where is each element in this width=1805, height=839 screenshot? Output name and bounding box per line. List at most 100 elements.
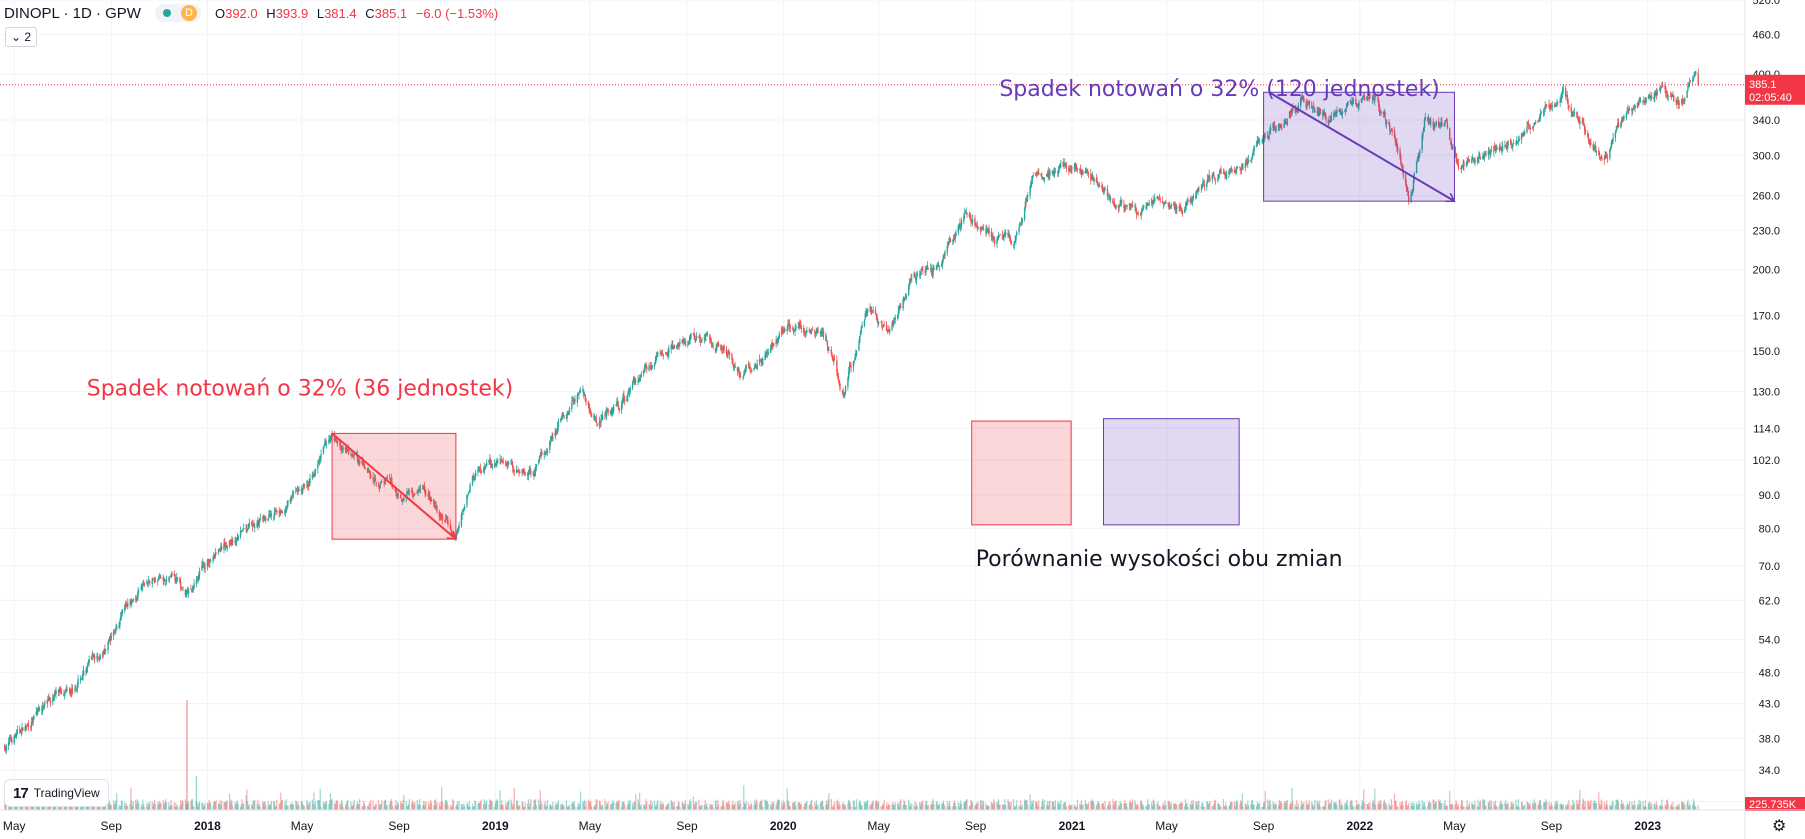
symbol-title[interactable]: DINOPL · 1D · GPW <box>4 4 141 22</box>
volume-bar <box>1324 801 1326 810</box>
volume-bar <box>1257 803 1259 810</box>
candle-body <box>1057 168 1060 174</box>
candle-body <box>932 268 934 276</box>
candle-body <box>176 577 179 580</box>
volume-bar <box>496 799 498 810</box>
candle-body <box>1557 102 1559 104</box>
volume-bar <box>1518 806 1520 810</box>
volume-bar <box>1539 799 1542 810</box>
candle-body <box>1396 142 1398 148</box>
candle-body <box>292 492 295 494</box>
volume-bar <box>766 801 769 810</box>
candle-body <box>848 365 851 372</box>
candle-body <box>1538 117 1541 122</box>
candle-body <box>436 506 438 512</box>
volume-bar <box>869 804 871 810</box>
volume-bar <box>1261 806 1263 810</box>
volume-bar <box>1584 801 1587 810</box>
candle-body <box>81 678 83 680</box>
volume-bar <box>814 802 816 810</box>
candle-body <box>565 418 568 419</box>
volume-bar <box>1174 802 1176 810</box>
volume-bar <box>700 805 702 810</box>
candle-body <box>958 224 960 227</box>
volume-bar <box>1474 800 1476 810</box>
volume-bar <box>946 800 948 810</box>
candle-body <box>1367 97 1370 99</box>
candle-body <box>1281 127 1283 129</box>
volume-bar <box>466 802 468 810</box>
candle-body <box>212 558 214 560</box>
candle-body <box>1229 168 1232 172</box>
volume-bar <box>1113 802 1116 810</box>
volume-bar <box>406 806 408 810</box>
volume-bar <box>1043 799 1045 810</box>
candle-body <box>717 343 720 347</box>
volume-bar <box>268 805 270 810</box>
volume-bar <box>1582 798 1584 810</box>
volume-bar <box>1145 805 1147 810</box>
candle-body <box>127 603 129 607</box>
candle-body <box>1401 164 1404 169</box>
candle-body <box>737 369 739 373</box>
volume-bar <box>943 803 945 810</box>
volume-bar <box>828 793 830 810</box>
candle-body <box>353 453 355 456</box>
candle-body <box>1528 125 1531 129</box>
candle-body <box>1178 207 1180 209</box>
volume-bar <box>1251 800 1253 810</box>
candle-body <box>615 404 617 406</box>
volume-bar <box>981 805 983 810</box>
candle-body <box>715 346 717 352</box>
candle-body <box>506 464 508 465</box>
candle-body <box>1664 85 1666 90</box>
volume-bar <box>1345 804 1347 810</box>
candle-body <box>1482 155 1484 160</box>
volume-bar <box>444 803 446 810</box>
candle-body <box>5 745 8 751</box>
candle-body <box>1632 108 1635 110</box>
candle-body <box>68 690 71 692</box>
volume-bar <box>792 802 794 810</box>
volume-bar <box>568 804 571 810</box>
market-status-badge[interactable]: D <box>154 4 201 22</box>
candle-body <box>1477 158 1479 161</box>
volume-bar <box>1692 799 1695 810</box>
candle-body <box>1623 117 1625 119</box>
tradingview-logo[interactable]: 17 TradingView <box>4 779 109 807</box>
candle-body <box>478 467 481 470</box>
volume-bar <box>1522 805 1524 810</box>
volume-bar <box>745 800 747 810</box>
indicators-collapse-button[interactable]: ⌄ 2 <box>5 27 38 47</box>
candle-body <box>516 470 519 471</box>
time-axis[interactable]: May Sep 2018 May Sep 2019 May Sep 2020 May Sep 2021… <box>0 809 1805 833</box>
volume-bar <box>229 802 231 810</box>
time-tick-label: Sep <box>676 819 698 833</box>
volume-bar <box>915 803 918 810</box>
volume-bar <box>159 802 161 810</box>
candle-body <box>281 512 284 514</box>
volume-bar <box>793 802 795 810</box>
volume-bar <box>1461 800 1463 810</box>
volume-bar <box>749 804 751 810</box>
candle-body <box>77 679 79 685</box>
candle-body <box>855 351 858 355</box>
market-open-dot-icon <box>162 9 171 17</box>
candle-body <box>616 401 619 405</box>
volume-bar <box>243 803 245 810</box>
candle-body <box>467 494 469 496</box>
volume-bar <box>1062 804 1064 810</box>
candle-body <box>1180 206 1182 209</box>
volume-bar <box>1587 800 1589 810</box>
gear-icon[interactable]: ⚙ <box>1772 818 1787 835</box>
candle-body <box>1390 130 1393 132</box>
volume-bar <box>1625 806 1628 810</box>
candle-body <box>1075 164 1077 168</box>
candle-body <box>1300 98 1303 100</box>
price-axis[interactable]: 30.434.038.043.048.054.062.070.080.090.0… <box>1744 0 1805 839</box>
volume-bar <box>202 802 204 810</box>
candle-body <box>1228 170 1231 173</box>
volume-bar <box>593 806 595 810</box>
volume-bar <box>1400 805 1402 810</box>
